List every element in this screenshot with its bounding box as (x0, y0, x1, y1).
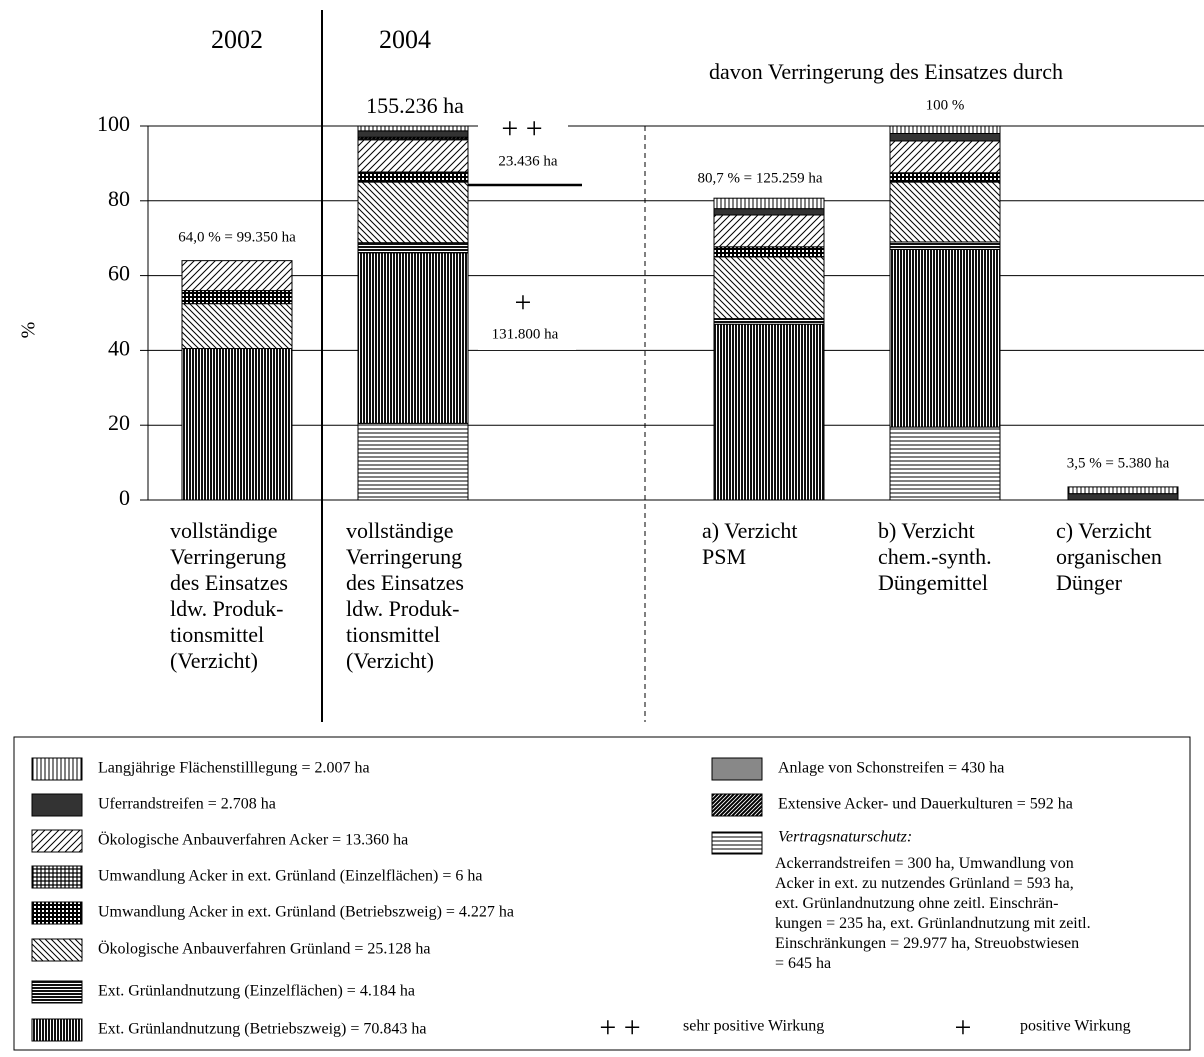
legend-swatch (711, 793, 763, 817)
legend-swatch (31, 1018, 83, 1042)
bar-segment (357, 242, 469, 254)
legend-label: Umwandlung Acker in ext. Grünland (Betri… (98, 904, 514, 921)
header: davon Verringerung des Einsatzes durch (709, 59, 1063, 84)
legend-label: Ext. Grünlandnutzung (Einzelflächen) = 4… (98, 983, 415, 1000)
legend-label: Extensive Acker- und Dauerkulturen = 592… (778, 796, 1073, 813)
total-label: 3,5 % = 5.380 ha (1067, 455, 1170, 471)
x-category-label: b) Verzicht chem.-synth. Düngemittel (878, 518, 992, 595)
total-label: 64,0 % = 99.350 ha (178, 229, 296, 245)
bar-segment (889, 241, 1001, 250)
legend-swatch (31, 757, 83, 781)
legend-swatch (711, 831, 763, 855)
legend-label: Umwandlung Acker in ext. Grünland (Einze… (98, 868, 482, 885)
legend-description: Ackerrandstreifen = 300 ha, Umwandlung v… (775, 855, 1091, 972)
bar-segment (181, 290, 293, 305)
x-category-label: c) Verzicht organischen Dünger (1056, 518, 1162, 595)
total-label: 80,7 % = 125.259 ha (697, 170, 822, 186)
annotation: 23.436 ha (498, 153, 558, 169)
legend-box (13, 736, 1191, 1051)
bar-segment (357, 171, 469, 183)
bar-segment (713, 256, 825, 320)
legend-swatch (711, 757, 763, 781)
legend-label: Ökologische Anbauverfahren Acker = 13.36… (98, 831, 408, 849)
bar-segment (889, 125, 1001, 134)
bar-segment (1067, 486, 1179, 495)
legend-label: Vertragsnaturschutz: (778, 829, 912, 846)
bar-segment (713, 318, 825, 325)
header: 2002 (211, 25, 263, 54)
annotation: + (515, 286, 532, 319)
bar-segment (357, 181, 469, 244)
legend-symbol: sehr positive Wirkung (683, 1018, 824, 1035)
bar-segment (889, 132, 1001, 142)
legend-symbol: + + (599, 1011, 640, 1044)
total-label: 100 % (926, 97, 965, 113)
grid (148, 125, 1204, 501)
y-axis-label: % (18, 322, 40, 339)
annotation: + + (501, 112, 542, 145)
legend-swatch (31, 865, 83, 889)
bar-segment (713, 323, 825, 501)
bar-segment (889, 140, 1001, 174)
x-category-label: vollständige Verringerung des Einsatzes … (346, 518, 464, 673)
legend-label: Uferrandstreifen = 2.708 ha (98, 796, 276, 813)
bar-segment (889, 181, 1001, 243)
bar-segment (713, 214, 825, 248)
y-tick-label: 0 (119, 485, 130, 510)
legend-swatch (31, 938, 83, 962)
legend-swatch (31, 980, 83, 1004)
x-category-label: vollständige Verringerung des Einsatzes … (170, 518, 288, 673)
legend-swatch (31, 901, 83, 925)
bar-segment (713, 208, 825, 216)
bar-segment (1067, 493, 1179, 501)
y-tick-label: 20 (108, 410, 130, 435)
legend-label: Anlage von Schonstreifen = 430 ha (778, 760, 1004, 777)
y-tick-label: 60 (108, 261, 130, 286)
bar-segment (181, 303, 293, 350)
annotation: 131.800 ha (492, 326, 559, 342)
bar-segment (357, 422, 469, 501)
bar-segment (181, 260, 293, 292)
bar-segment (357, 125, 469, 132)
bar-segment (357, 130, 469, 138)
legend-symbol: + (955, 1011, 972, 1044)
legend-label: Ext. Grünlandnutzung (Betriebszweig) = 7… (98, 1021, 427, 1038)
bar-segment (713, 197, 825, 210)
total-label: 155.236 ha (366, 93, 464, 118)
bar-segment (713, 246, 825, 258)
header: 2004 (379, 25, 431, 54)
x-category-label: a) Verzicht PSM (702, 518, 798, 569)
legend-symbol: positive Wirkung (1020, 1018, 1131, 1035)
bar-segment (889, 248, 1001, 428)
label-bg (478, 288, 576, 350)
legend-swatch (31, 829, 83, 853)
bar-segment (889, 172, 1001, 183)
y-tick-label: 40 (108, 335, 130, 360)
bar-segment (357, 252, 469, 424)
legend-label: Ökologische Anbauverfahren Grünland = 25… (98, 940, 431, 958)
y-tick-label: 80 (108, 186, 130, 211)
bar-segment (357, 139, 469, 173)
bar-segment (889, 426, 1001, 501)
legend-label: Langjährige Flächenstilllegung = 2.007 h… (98, 760, 370, 777)
y-tick-label: 100 (97, 111, 130, 136)
legend-swatch (31, 793, 83, 817)
bar-segment (181, 348, 293, 501)
label-bg (478, 112, 568, 174)
